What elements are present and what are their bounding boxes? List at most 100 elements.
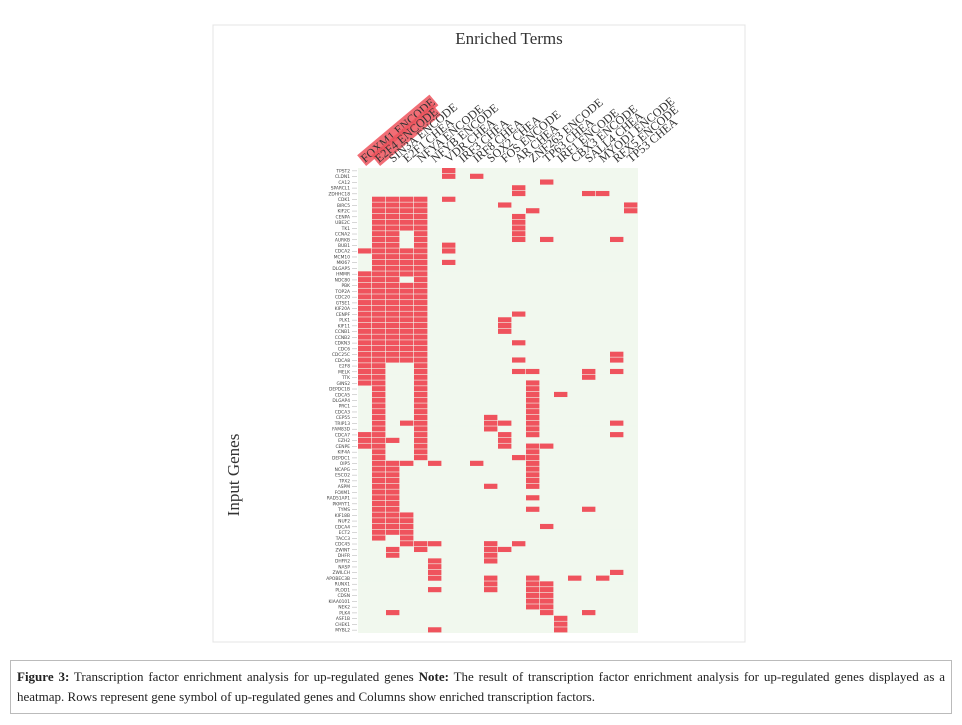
heatmap-cell [582,581,596,587]
heatmap-cell [372,478,386,484]
heatmap-cell [358,168,372,174]
heatmap-cell [526,581,540,587]
heatmap-cell [610,190,624,197]
heatmap-cell [512,294,526,300]
heatmap-cell [610,173,624,179]
heatmap-cell [400,282,414,288]
heatmap-cell [442,254,456,260]
row-label: DHFR2 [335,559,350,565]
heatmap-cell [414,213,428,220]
heatmap-cell [372,575,386,581]
heatmap-cell [610,592,624,598]
heatmap-cell [526,380,540,386]
heatmap-cell [526,483,540,489]
heatmap-cell [512,529,526,535]
heatmap-cell [610,541,624,547]
heatmap-cell [526,248,540,254]
row-label: NEK2 [338,605,350,611]
heatmap-cell [358,202,372,208]
heatmap-cell [610,168,624,174]
heatmap-cell [484,426,498,432]
heatmap-cell [386,546,400,553]
heatmap-cell [512,460,526,466]
heatmap-cell [442,598,456,604]
heatmap-cell [498,219,512,225]
heatmap-cell [540,437,554,443]
heatmap-cell [470,512,484,518]
heatmap-cell [568,391,582,398]
heatmap-cell [568,248,582,254]
heatmap-cell [442,173,456,179]
heatmap-cell [470,598,484,604]
heatmap-cell [470,236,484,243]
heatmap-cell [610,575,624,581]
heatmap-cell [414,265,428,271]
heatmap-cell [484,420,498,426]
heatmap-cell [554,323,568,329]
heatmap-cell [484,610,498,616]
heatmap-cell [414,225,428,231]
heatmap-cell [470,277,484,283]
heatmap-cell [484,478,498,484]
heatmap-cell [442,581,456,587]
heatmap-cell [540,426,554,432]
heatmap-cell [428,357,442,363]
heatmap-cell [442,564,456,570]
heatmap-cell [372,340,386,346]
heatmap-cell [596,225,610,231]
heatmap-cell [372,500,386,507]
heatmap-cell [414,432,428,438]
heatmap-cell [442,202,456,208]
heatmap-cell [526,478,540,484]
heatmap-cell [526,449,540,455]
heatmap-cell [442,535,456,541]
heatmap-cell [386,437,400,443]
heatmap-cell [358,340,372,346]
heatmap-cell [442,409,456,415]
heatmap-cell [554,489,568,495]
heatmap-cell [442,558,456,564]
heatmap-cell [540,196,554,202]
heatmap-cell [386,455,400,461]
heatmap-cell [428,168,442,174]
heatmap-cell [568,265,582,271]
heatmap-cell [456,351,470,357]
heatmap-cell [610,409,624,415]
heatmap-cell [358,282,372,288]
row-label: HMMR [336,272,350,278]
row-label: PBK [341,283,350,289]
heatmap-cell [540,449,554,455]
heatmap-cell [484,500,498,507]
heatmap-cell [554,523,568,530]
heatmap-cell [596,523,610,530]
heatmap-cell [386,185,400,191]
heatmap-cell [498,317,512,323]
heatmap-cell [512,213,526,220]
heatmap-cell [428,345,442,352]
row-label: TTK [341,375,350,381]
heatmap-cell [428,277,442,283]
heatmap-cell [456,506,470,512]
heatmap-cell [498,512,512,518]
heatmap-cell [554,409,568,415]
heatmap-cell [400,489,414,495]
heatmap-cell [624,345,638,352]
heatmap-cell [512,311,526,317]
heatmap-cell [610,414,624,420]
heatmap-cell [554,179,568,185]
heatmap-cell [428,288,442,294]
heatmap-cell [484,449,498,455]
row-label: DLGAP4 [332,398,350,404]
row-label: DEPDC1 [332,455,350,461]
heatmap-cell [568,311,582,317]
heatmap-cell [400,179,414,185]
heatmap-cell [596,259,610,265]
heatmap-cell [582,546,596,553]
heatmap-cell [456,604,470,610]
heatmap-cell [582,432,596,438]
heatmap-cell [540,236,554,243]
heatmap-cell [540,604,554,610]
heatmap-cell [624,512,638,518]
heatmap-cell [372,368,386,375]
heatmap-cell [372,202,386,208]
